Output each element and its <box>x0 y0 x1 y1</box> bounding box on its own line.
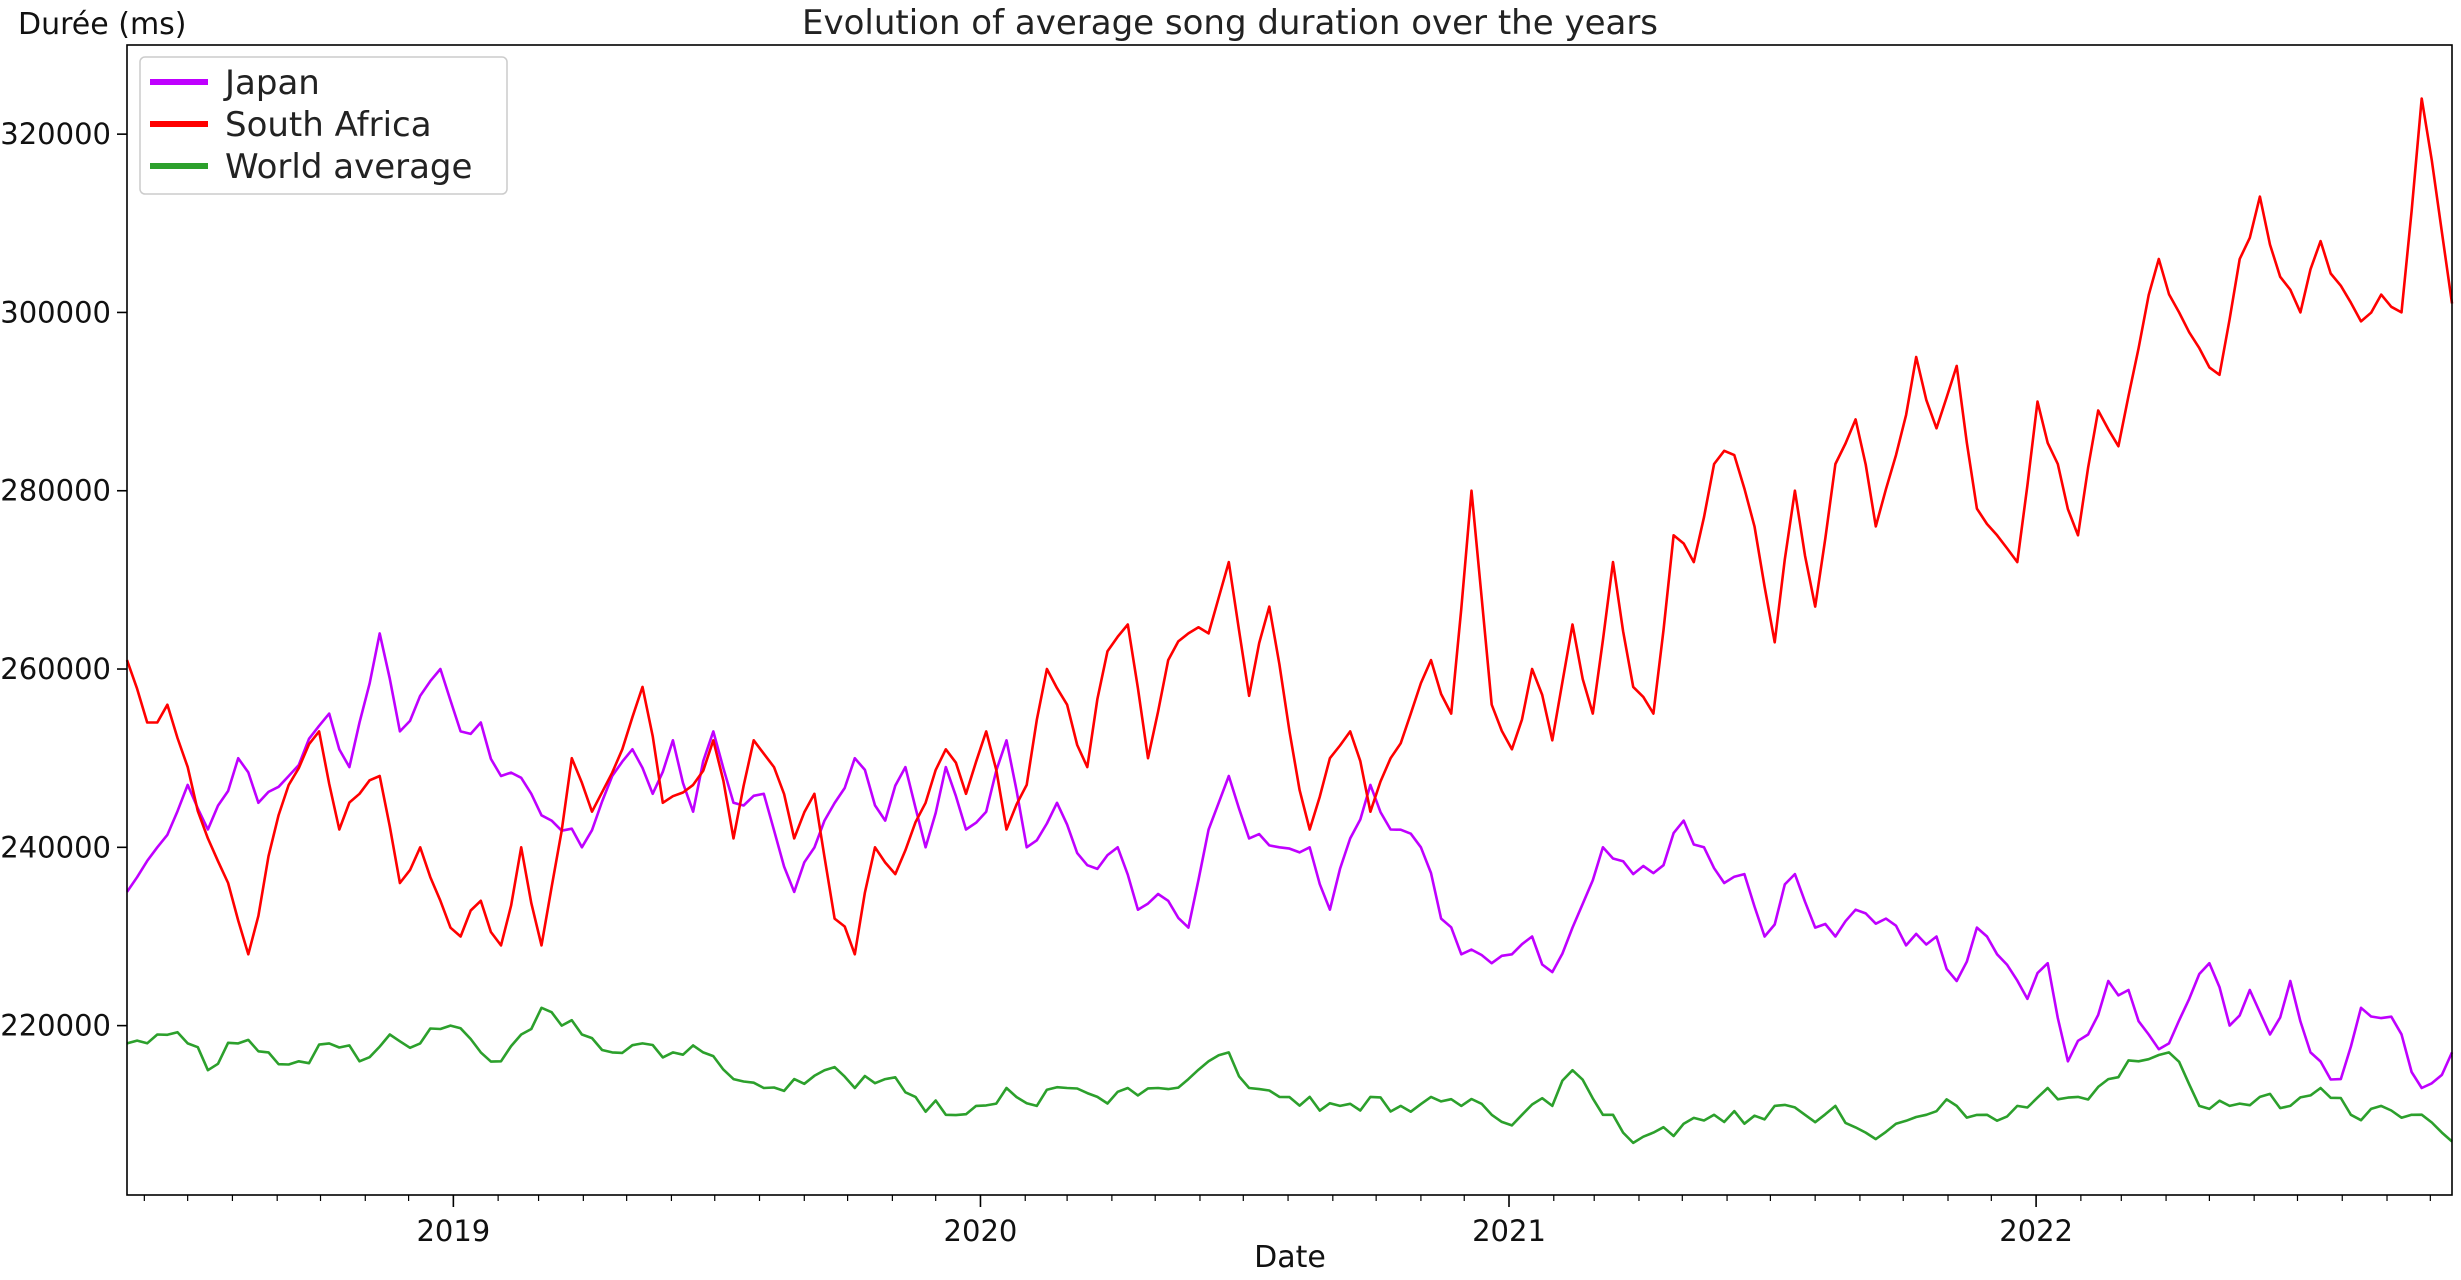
y-tick-label: 260000 <box>0 652 111 686</box>
y-tick-label: 320000 <box>0 117 111 151</box>
x-tick-label: 2020 <box>944 1214 1018 1248</box>
legend-label: Japan <box>223 63 320 103</box>
y-axis-label: Durée (ms) <box>18 7 187 42</box>
x-axis-label: Date <box>1254 1240 1326 1275</box>
series-lines <box>125 97 2454 1145</box>
x-tick-label: 2022 <box>1999 1214 2073 1248</box>
series-line-world-average <box>126 1006 2453 1145</box>
series-line-south-africa <box>125 97 2454 956</box>
plot-background <box>127 45 2452 1195</box>
plot-frame <box>126 44 2453 1196</box>
y-tick-label: 300000 <box>0 295 111 329</box>
axes: 220000 240000 260000 280000 300000 320000 2019… <box>0 44 2453 1248</box>
x-tick-label: 2021 <box>1472 1214 1546 1248</box>
x-tick-label: 2019 <box>416 1214 490 1248</box>
series-line-japan <box>125 632 2454 1090</box>
y-tick-label: 240000 <box>0 830 111 864</box>
chart-title: Evolution of average song duration over … <box>802 3 1658 43</box>
legend-label: South Africa <box>225 105 432 145</box>
legend-label: World average <box>225 147 472 187</box>
legend-box <box>139 56 508 195</box>
plot-area <box>127 45 2452 1195</box>
y-tick-label: 220000 <box>0 1009 111 1043</box>
y-tick-label: 280000 <box>0 474 111 508</box>
